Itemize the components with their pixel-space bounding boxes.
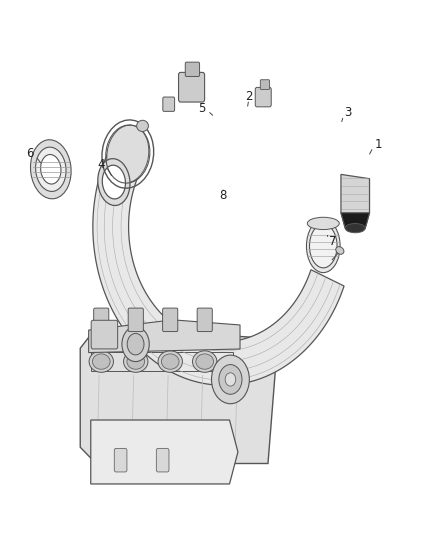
Polygon shape xyxy=(88,320,240,353)
Text: 1: 1 xyxy=(374,138,382,151)
FancyBboxPatch shape xyxy=(163,97,175,111)
Ellipse shape xyxy=(345,223,365,233)
Ellipse shape xyxy=(127,334,144,355)
Polygon shape xyxy=(91,420,238,484)
Polygon shape xyxy=(341,174,370,228)
Ellipse shape xyxy=(127,354,145,369)
Text: 4: 4 xyxy=(97,158,105,171)
Ellipse shape xyxy=(196,354,214,369)
FancyBboxPatch shape xyxy=(185,62,200,76)
Ellipse shape xyxy=(98,159,130,206)
Ellipse shape xyxy=(161,354,179,369)
Text: 8: 8 xyxy=(219,189,227,203)
Ellipse shape xyxy=(219,365,242,394)
Ellipse shape xyxy=(193,351,217,373)
FancyBboxPatch shape xyxy=(156,448,169,472)
Text: 5: 5 xyxy=(198,102,205,116)
FancyBboxPatch shape xyxy=(179,72,205,102)
FancyBboxPatch shape xyxy=(94,308,109,332)
Text: 7: 7 xyxy=(329,236,337,248)
Ellipse shape xyxy=(92,354,110,369)
FancyBboxPatch shape xyxy=(197,308,212,332)
FancyBboxPatch shape xyxy=(260,80,269,90)
Bar xyxy=(85,384,258,458)
FancyBboxPatch shape xyxy=(162,308,178,332)
Ellipse shape xyxy=(310,224,337,268)
FancyBboxPatch shape xyxy=(91,320,118,349)
Ellipse shape xyxy=(225,373,236,386)
FancyBboxPatch shape xyxy=(128,308,143,332)
Text: 3: 3 xyxy=(344,107,352,119)
Polygon shape xyxy=(93,142,344,385)
Polygon shape xyxy=(80,328,278,464)
Bar xyxy=(91,352,233,372)
FancyBboxPatch shape xyxy=(114,448,127,472)
Ellipse shape xyxy=(137,120,148,132)
Ellipse shape xyxy=(307,217,339,230)
Text: 2: 2 xyxy=(246,90,253,103)
Ellipse shape xyxy=(41,155,61,184)
Ellipse shape xyxy=(31,140,71,199)
Text: 6: 6 xyxy=(26,148,34,160)
Ellipse shape xyxy=(336,247,344,254)
Bar xyxy=(95,423,225,481)
Ellipse shape xyxy=(102,165,125,199)
Ellipse shape xyxy=(122,327,149,361)
Ellipse shape xyxy=(35,147,66,191)
Ellipse shape xyxy=(89,351,113,373)
Ellipse shape xyxy=(158,351,182,373)
Ellipse shape xyxy=(107,125,149,183)
Ellipse shape xyxy=(124,351,148,373)
Polygon shape xyxy=(341,213,370,228)
Ellipse shape xyxy=(307,220,340,273)
Ellipse shape xyxy=(212,355,249,403)
FancyBboxPatch shape xyxy=(255,87,271,107)
